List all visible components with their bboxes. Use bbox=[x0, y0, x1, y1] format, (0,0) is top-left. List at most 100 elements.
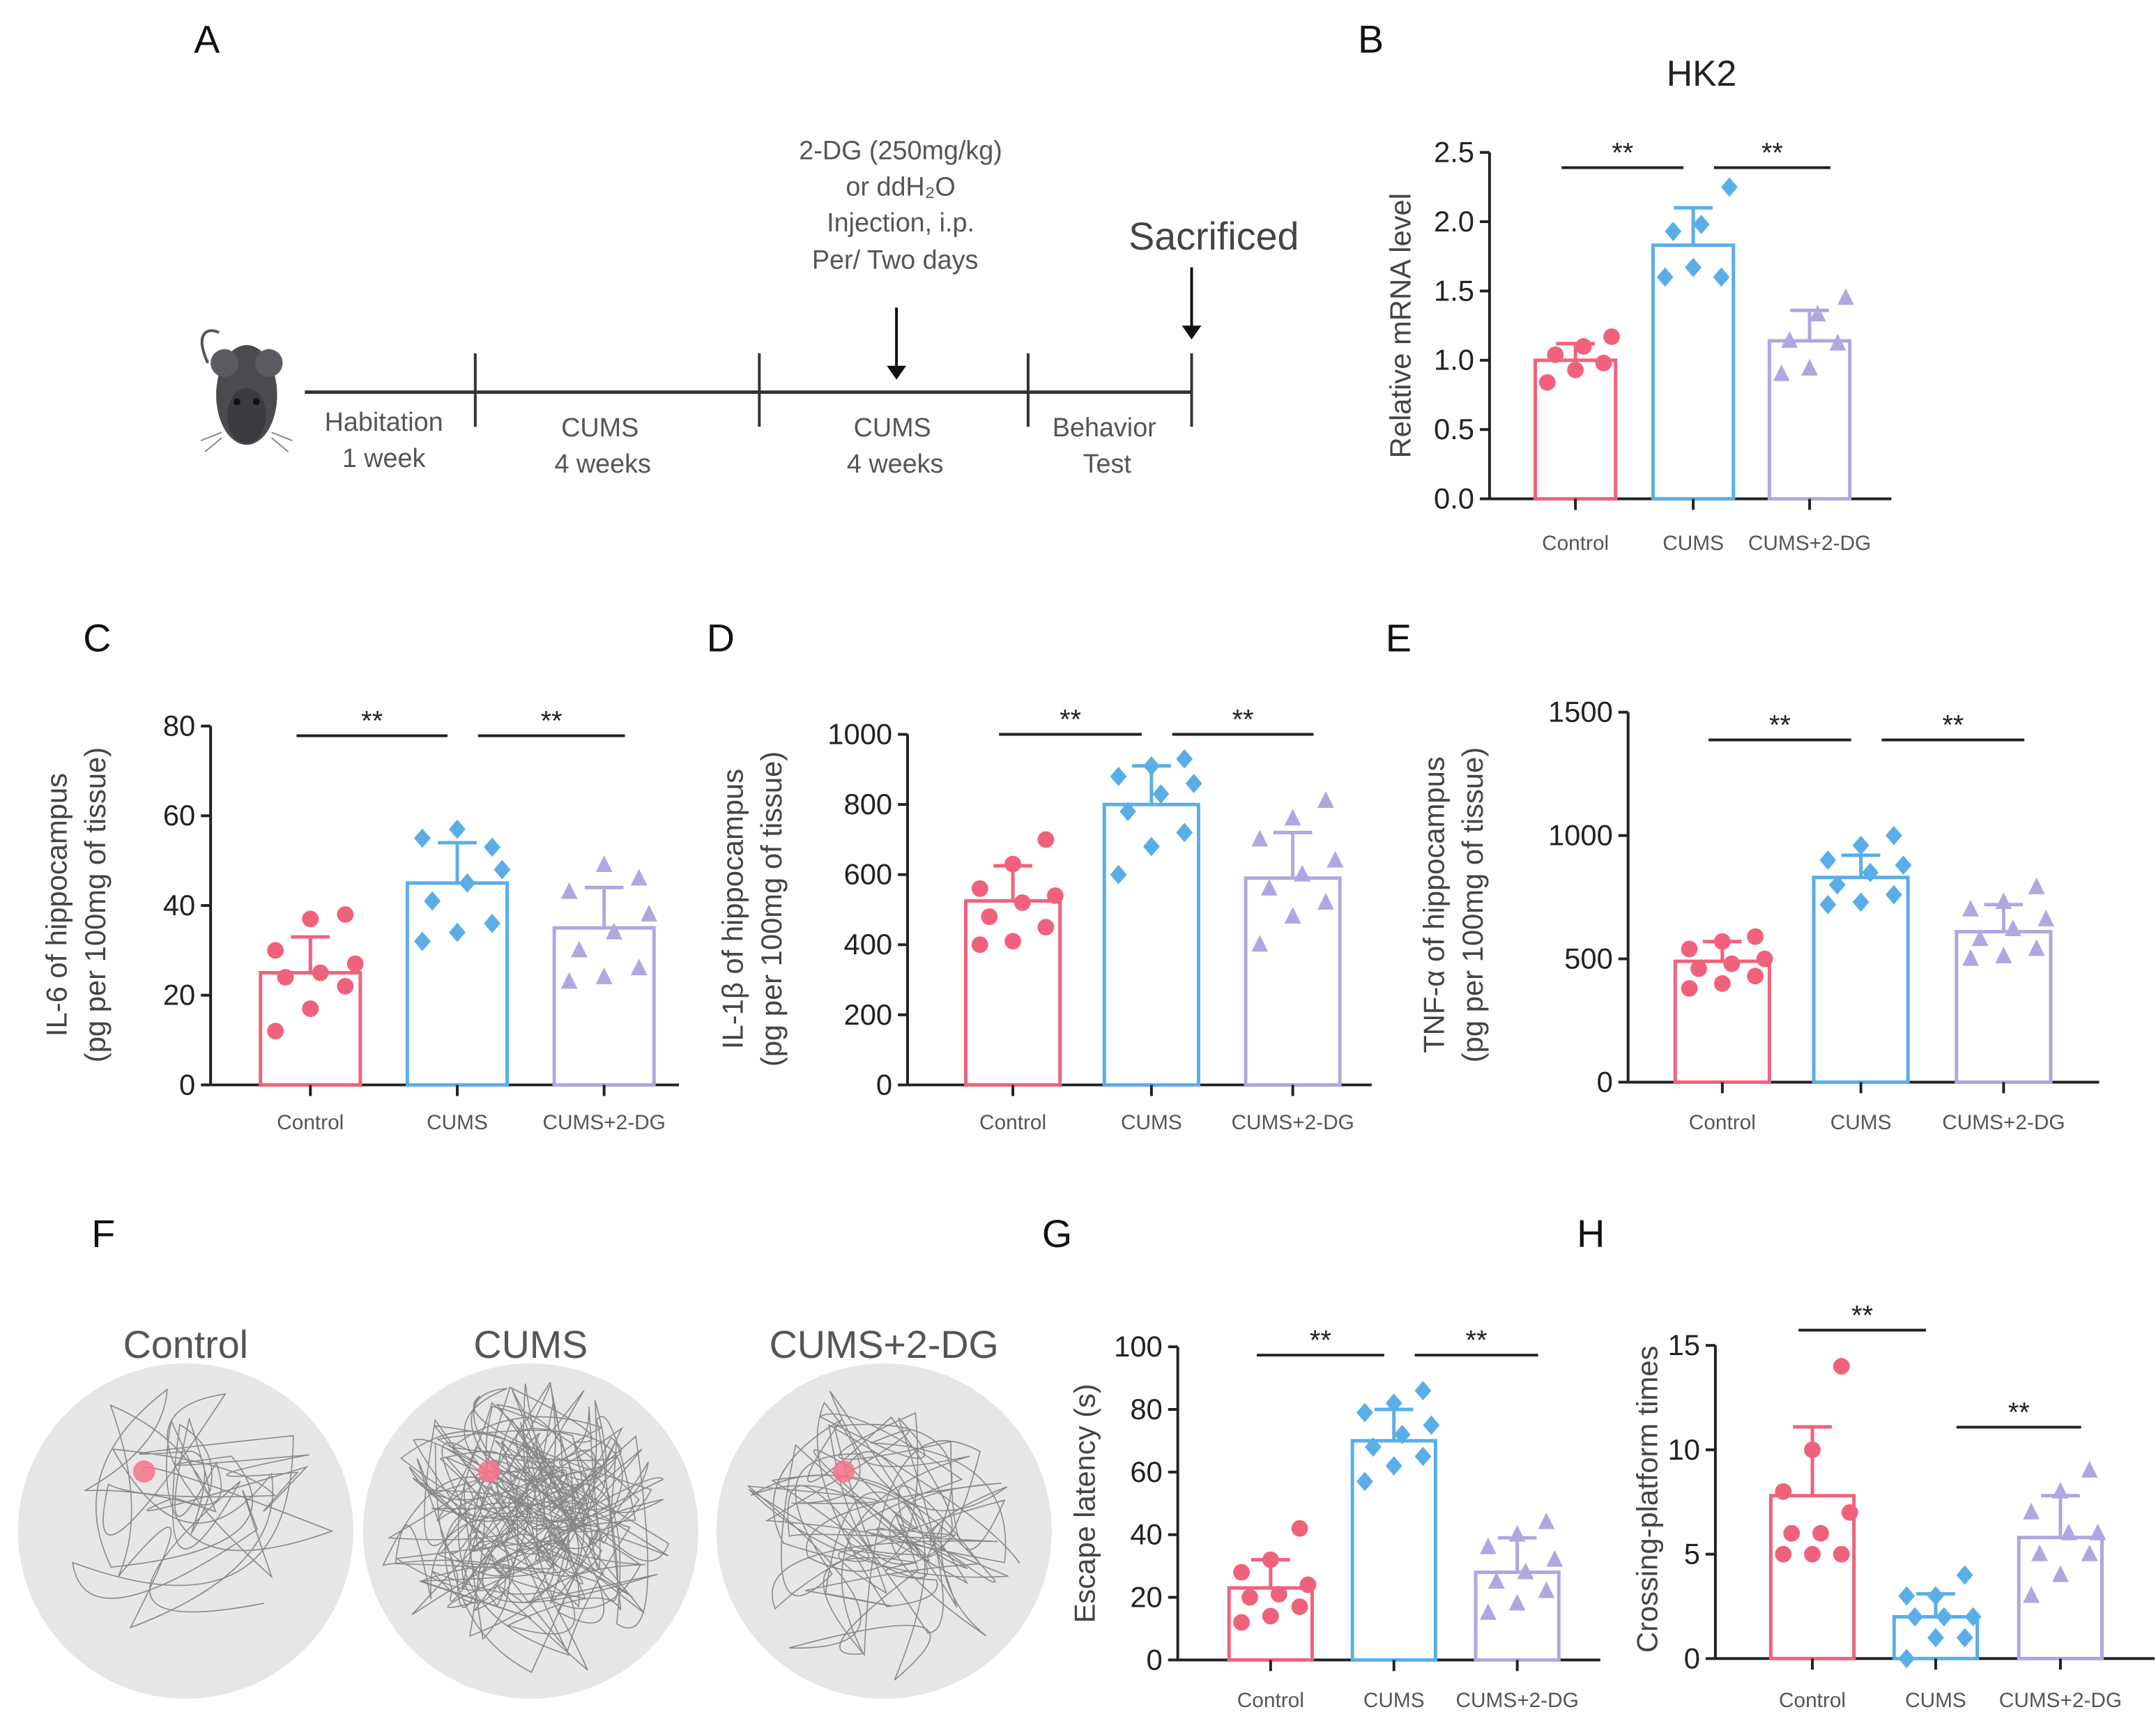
x-tick-label: CUMS+2-DG bbox=[543, 1111, 666, 1134]
data-point bbox=[1885, 825, 1902, 846]
x-tick-label: Control bbox=[1689, 1111, 1756, 1134]
data-point bbox=[1547, 346, 1564, 363]
swim-path bbox=[747, 1391, 1020, 1681]
data-point bbox=[2023, 1586, 2040, 1603]
data-point bbox=[2023, 1502, 2040, 1520]
x-tick-label: CUMS+2-DG bbox=[1231, 1111, 1354, 1134]
significance-label: ** bbox=[1769, 710, 1791, 741]
segment-cums-1: CUMS bbox=[561, 413, 639, 443]
data-point bbox=[459, 873, 476, 893]
y-tick-label: 200 bbox=[844, 998, 893, 1031]
data-point bbox=[1783, 1524, 1801, 1542]
data-point bbox=[595, 855, 613, 873]
panel-label-h: H bbox=[1577, 1212, 1605, 1255]
panel-label-d: D bbox=[707, 616, 735, 659]
y-axis-label: Relative mRNA level bbox=[1384, 193, 1417, 458]
y-axis-label: (pg per 100mg of tissue) bbox=[1456, 747, 1489, 1062]
data-point bbox=[2089, 1523, 2107, 1540]
y-tick-label: 600 bbox=[844, 858, 893, 891]
injection-line-3: Injection, i.p. bbox=[827, 208, 974, 238]
data-point bbox=[1713, 933, 1731, 950]
data-point bbox=[1385, 1455, 1402, 1476]
segment-behavior: Behavior bbox=[1053, 413, 1156, 443]
data-point bbox=[1721, 177, 1738, 197]
swim-path bbox=[72, 1388, 334, 1629]
data-point bbox=[1004, 855, 1022, 873]
swim-path bbox=[382, 1381, 670, 1674]
data-point bbox=[1185, 774, 1202, 793]
chart-b: 0.0 0.5 1.0 1.5 2.0 2.5 Relative mRNA level HK2… bbox=[1384, 53, 1892, 555]
data-point bbox=[1927, 1628, 1944, 1648]
bar-0 bbox=[1768, 1494, 1856, 1660]
chart-g: 0 20 40 60 80 100 Escape latency (s) Control CUM… bbox=[1068, 1325, 1600, 1712]
data-point bbox=[1895, 855, 1912, 876]
data-point bbox=[1927, 1586, 1944, 1606]
y-tick-label: 0 bbox=[1147, 1643, 1163, 1676]
x-tick-label: CUMS bbox=[1363, 1689, 1425, 1712]
data-point bbox=[1356, 1402, 1373, 1423]
data-point bbox=[312, 964, 329, 981]
y-tick-label: 20 bbox=[1130, 1580, 1162, 1613]
data-point bbox=[1885, 885, 1902, 905]
data-point bbox=[1773, 364, 1790, 381]
data-point bbox=[595, 968, 613, 984]
data-point bbox=[1299, 1576, 1317, 1593]
x-tick-label: CUMS bbox=[427, 1111, 488, 1134]
panel-label-g: G bbox=[1042, 1212, 1072, 1255]
y-tick-label: 80 bbox=[163, 710, 195, 742]
data-point bbox=[337, 977, 354, 995]
platform-marker bbox=[132, 1460, 155, 1483]
data-point bbox=[449, 819, 466, 839]
maze-label: CUMS+2-DG bbox=[770, 1323, 999, 1366]
segment-cums-1-duration: 4 weeks bbox=[554, 450, 650, 479]
significance-label: ** bbox=[1612, 138, 1633, 169]
chart-title: HK2 bbox=[1667, 53, 1737, 93]
y-tick-label: 5 bbox=[1684, 1538, 1700, 1570]
y-tick-label: 0.0 bbox=[1434, 482, 1474, 515]
x-tick-label: CUMS+2-DG bbox=[1942, 1111, 2065, 1134]
data-point bbox=[1538, 1581, 1555, 1598]
significance-label: ** bbox=[1466, 1325, 1488, 1356]
data-point bbox=[1142, 836, 1160, 857]
data-point bbox=[267, 1023, 284, 1040]
data-point bbox=[484, 913, 500, 933]
significance-label: ** bbox=[361, 706, 383, 737]
data-point bbox=[2004, 919, 2021, 937]
data-point bbox=[1681, 980, 1698, 997]
y-tick-label: 60 bbox=[163, 799, 195, 832]
data-point bbox=[1747, 968, 1764, 985]
data-point bbox=[1801, 358, 1818, 376]
y-tick-label: 60 bbox=[1130, 1455, 1162, 1488]
y-tick-label: 800 bbox=[844, 788, 893, 820]
data-point bbox=[971, 880, 988, 897]
data-point bbox=[1906, 1607, 1924, 1627]
data-point bbox=[1841, 1504, 1858, 1521]
water-maze-traces: Control CUMS CUMS+2-DG bbox=[17, 1323, 1052, 1699]
data-point bbox=[1567, 361, 1584, 379]
data-point bbox=[1747, 928, 1764, 945]
maze-arena-0: Control bbox=[17, 1323, 353, 1699]
data-point bbox=[277, 969, 294, 986]
data-point bbox=[1152, 784, 1170, 804]
maze-arena-2: CUMS+2-DG bbox=[716, 1323, 1052, 1699]
data-point bbox=[1260, 878, 1278, 896]
data-point bbox=[1004, 933, 1022, 950]
maze-label: CUMS bbox=[473, 1323, 588, 1366]
data-point bbox=[2051, 1481, 2069, 1499]
bar-1 bbox=[405, 881, 510, 1087]
y-tick-label: 0 bbox=[1597, 1065, 1613, 1098]
data-point bbox=[1479, 1603, 1497, 1620]
y-axis-label: IL-6 of hippocampus bbox=[40, 773, 72, 1037]
data-point bbox=[1852, 892, 1870, 912]
data-point bbox=[1595, 354, 1612, 372]
y-tick-label: 2.5 bbox=[1434, 136, 1474, 169]
data-point bbox=[2051, 1565, 2069, 1582]
y-tick-label: 0.5 bbox=[1434, 413, 1474, 445]
data-point bbox=[1819, 850, 1837, 870]
data-point bbox=[413, 931, 431, 951]
data-point bbox=[413, 828, 431, 848]
data-point bbox=[1819, 894, 1837, 915]
data-point bbox=[1291, 1598, 1308, 1615]
